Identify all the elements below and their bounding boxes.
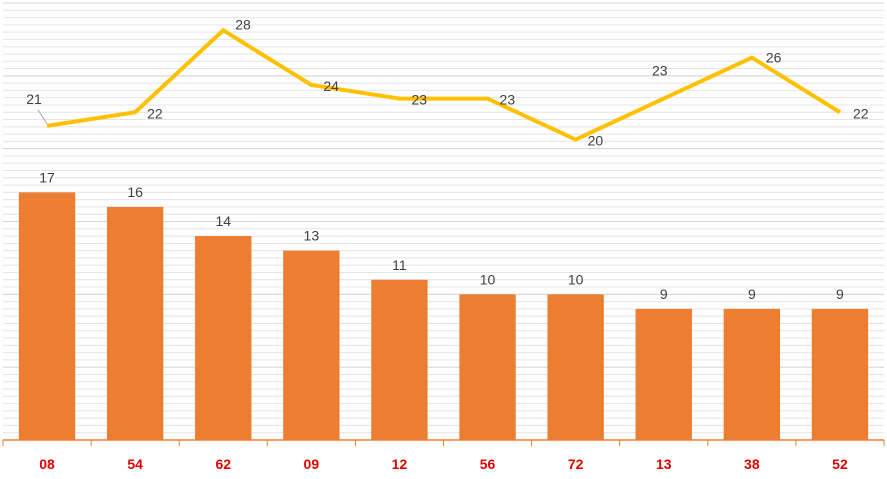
x-tick-label-12: 12 [392,456,408,472]
line-series: 21 22 28 24 23 23 20 23 26 22 [26,16,868,148]
line-value-label-13: 23 [652,63,668,79]
bar-62 [195,236,252,440]
x-tick-label-72: 72 [568,456,584,472]
x-tick-label-56: 56 [480,456,496,472]
line-value-label-38: 26 [766,50,782,66]
line-value-label-54: 22 [147,105,163,121]
x-tick-label-09: 09 [304,456,320,472]
bar-56 [459,294,516,440]
bar-value-label-62: 14 [215,213,231,229]
x-tick-label-54: 54 [127,456,143,472]
x-tick-label-62: 62 [215,456,231,472]
bar-52 [811,308,869,440]
bar-54 [106,206,164,440]
line-value-label-56: 23 [500,92,516,108]
line-value-label-72: 20 [588,133,604,149]
bar-value-label-13: 9 [660,286,668,302]
bar-value-label-54: 16 [127,184,143,200]
bar-12 [371,279,428,440]
bar-value-label-52: 9 [836,286,844,302]
bar-38 [723,308,781,440]
line-path [46,27,842,142]
bar-13 [635,308,692,440]
line-value-label-52: 22 [853,105,869,121]
bar-value-label-12: 11 [392,257,407,273]
line-value-label-62: 28 [235,16,251,32]
bar-value-label-56: 10 [480,271,496,287]
bar-09 [283,250,340,440]
bar-value-label-09: 13 [304,228,320,244]
bar-value-label-38: 9 [748,286,756,302]
x-tick-label-08: 08 [39,456,55,472]
x-tick-label-52: 52 [832,456,848,472]
line-value-label-12: 23 [411,92,427,108]
x-tick-label-13: 13 [656,456,672,472]
bar-08 [18,192,76,440]
bar-72 [547,294,604,440]
line-value-label-09: 24 [323,78,339,94]
bar-value-label-08: 17 [39,169,55,185]
bar-series: 17 16 14 13 11 10 10 9 9 9 [18,169,869,440]
line-label-leader [37,109,48,125]
bar-value-label-72: 10 [568,271,584,287]
x-tick-label-38: 38 [744,456,760,472]
line-value-label-08: 21 [26,91,42,107]
x-axis: 08 54 62 09 12 56 72 13 38 52 [2,439,885,472]
